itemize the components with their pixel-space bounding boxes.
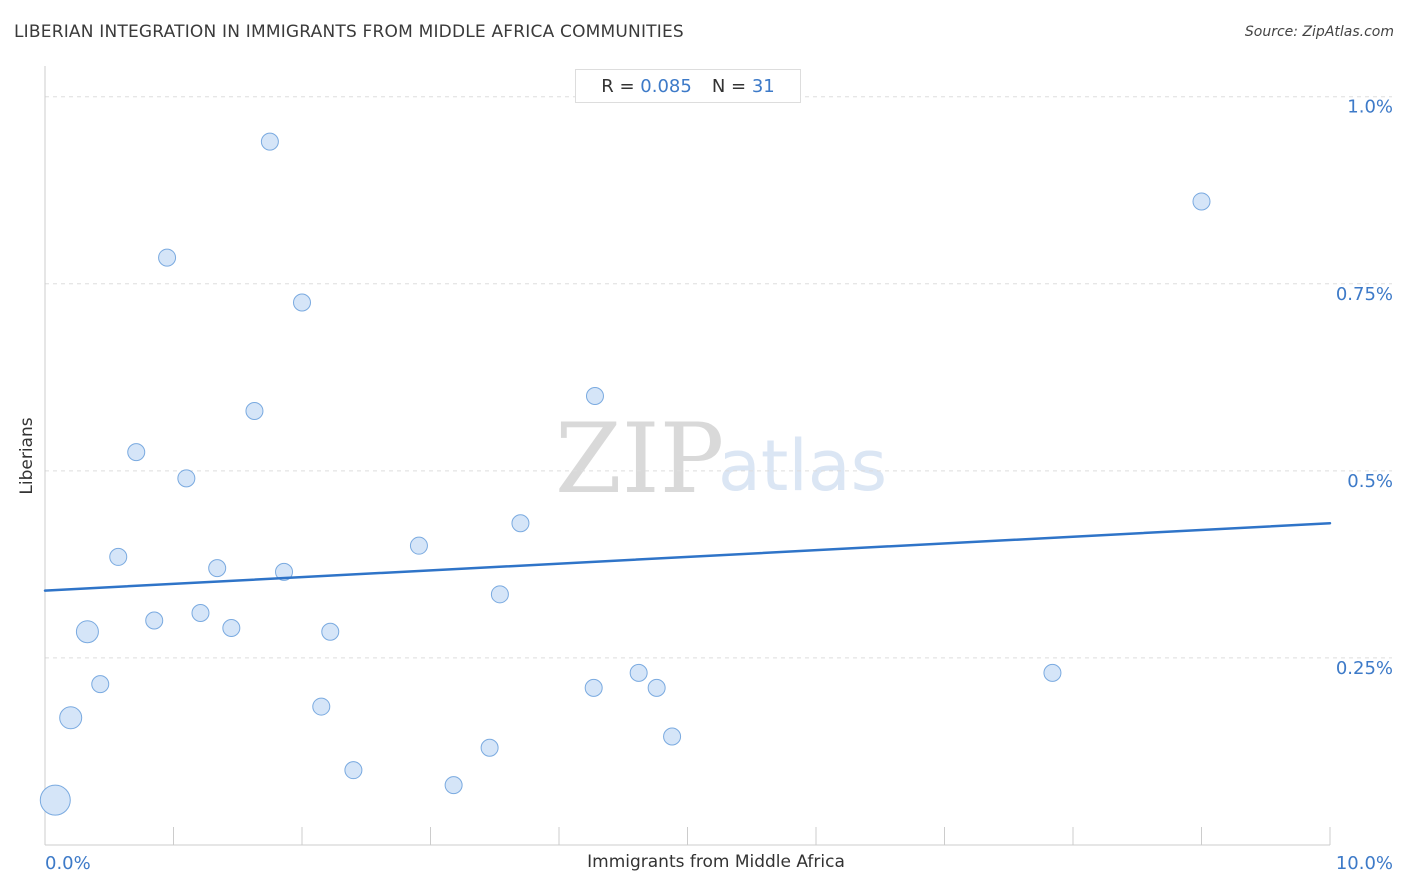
- trend-line: [43, 521, 1332, 592]
- data-point: [208, 559, 227, 578]
- n-stat: N = 31: [712, 76, 775, 97]
- data-point: [191, 604, 210, 623]
- data-point: [409, 536, 428, 555]
- data-point: [344, 761, 363, 780]
- y-tick-label: 1.0%: [1347, 97, 1393, 118]
- data-point: [663, 727, 682, 746]
- data-point: [91, 675, 110, 694]
- y-tick-label: 0.5%: [1347, 471, 1393, 492]
- data-point: [39, 784, 71, 816]
- r-label: R =: [601, 75, 635, 97]
- data-point: [584, 678, 603, 697]
- data-point: [511, 514, 530, 533]
- axes: [44, 66, 1331, 846]
- data-point: [145, 611, 164, 630]
- data-point: [260, 132, 279, 151]
- data-point: [275, 562, 294, 581]
- data-point: [127, 443, 146, 462]
- y-tick-labels: 0.25% 0.5% 0.75% 1.0%: [1336, 97, 1393, 679]
- data-point: [222, 618, 241, 637]
- data-point: [245, 401, 264, 420]
- data-points: [39, 132, 1211, 816]
- data-point: [321, 622, 340, 641]
- data-point: [629, 663, 648, 682]
- y-tick-label: 0.25%: [1336, 658, 1393, 679]
- data-point: [75, 620, 99, 644]
- data-point: [59, 706, 83, 730]
- trend-line-group: [43, 521, 1332, 592]
- x-tick-label-max: 10.0%: [1336, 853, 1393, 874]
- data-point: [444, 776, 463, 795]
- r-stat: R = 0.085: [601, 76, 692, 97]
- data-point: [158, 248, 177, 267]
- watermark-zip: ZIP: [555, 403, 724, 515]
- data-point: [647, 678, 666, 697]
- watermark: ZIP atlas: [555, 403, 887, 515]
- n-label: N =: [711, 75, 747, 97]
- gridlines: [45, 96, 1392, 659]
- data-point: [177, 469, 196, 488]
- data-point: [109, 547, 128, 566]
- data-point: [1192, 192, 1211, 211]
- data-point: [490, 585, 509, 604]
- x-axis-label: Immigrants from Middle Africa: [587, 852, 845, 872]
- data-point: [480, 738, 499, 757]
- chart-title: LIBERIAN INTEGRATION IN IMMIGRANTS FROM …: [14, 22, 684, 42]
- x-tick-labels: 0.0% 10.0%: [45, 853, 1393, 874]
- r-value: 0.085: [640, 75, 692, 97]
- n-value: 31: [751, 75, 775, 97]
- stats-box: R = 0.085 N = 31: [575, 69, 801, 103]
- watermark-atlas: atlas: [718, 425, 887, 507]
- data-point: [293, 293, 311, 312]
- x-tick-label-min: 0.0%: [45, 853, 91, 874]
- data-point: [312, 697, 331, 716]
- data-point: [585, 387, 604, 406]
- y-tick-label: 0.75%: [1336, 284, 1393, 305]
- y-axis-label: Liberians: [17, 417, 37, 495]
- source-credit: Source: ZipAtlas.com: [1244, 24, 1394, 40]
- data-point: [1043, 663, 1062, 682]
